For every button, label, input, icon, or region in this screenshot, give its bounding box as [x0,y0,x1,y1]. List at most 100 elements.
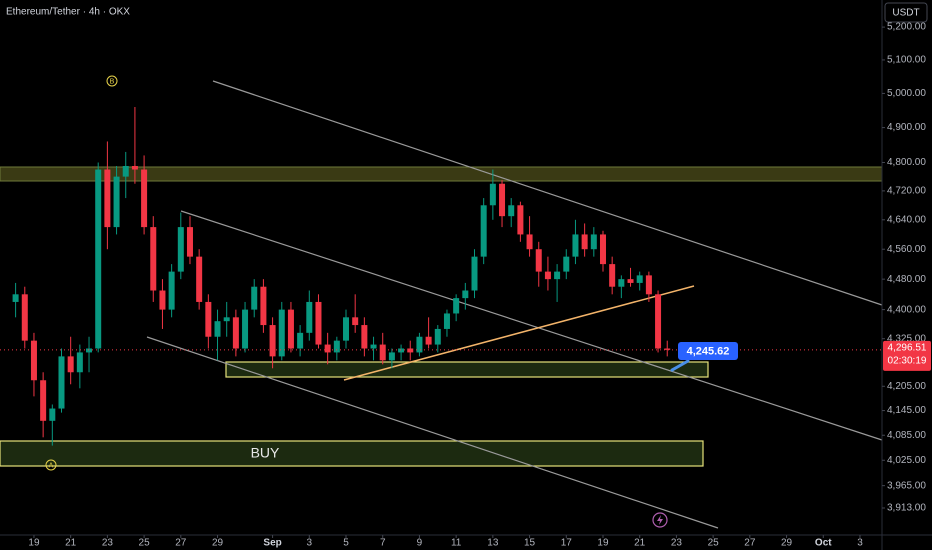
x-tick-label: Sep [263,538,281,549]
buy-label: BUY [251,445,280,461]
chart-title: Ethereum/Tether · 4h · OKX [6,7,130,18]
candle-body [113,176,120,228]
x-tick-label: 27 [175,538,187,549]
channel-line [146,336,719,529]
x-tick-label: 29 [212,538,224,549]
x-tick-label: 27 [744,538,756,549]
x-tick-label: 5 [343,538,349,549]
wave-marker [45,459,57,471]
candle-body [664,348,671,350]
channel-line [212,80,883,306]
candle-body [544,271,551,280]
countdown: 02:30:19 [888,356,927,367]
candle-body [434,328,441,345]
x-tick-label: 25 [139,538,151,549]
target-label: 4,245.62 [687,345,730,357]
candle-body [104,169,111,228]
candle-body [205,301,212,337]
candle-body [150,227,157,291]
candle-body [443,313,450,329]
candle-body [370,344,377,349]
current-price-label: 4,296.51 [888,343,927,354]
candle-body [590,234,597,250]
candle-body [131,165,138,170]
wave-label: A [49,462,54,469]
candle-body [49,408,56,421]
candle-body [563,256,570,272]
candle-body [242,309,249,349]
candle-body [471,256,478,291]
x-tick-label: 11 [451,538,462,549]
candle-body [416,336,423,353]
candle-body [223,317,230,322]
candle-body [12,294,19,302]
y-tick-label: 4,480.00 [887,274,926,285]
y-tick-label: 3,965.00 [887,480,926,491]
candle-body [333,340,340,353]
candle-body [40,380,47,421]
candle-body [141,169,148,228]
candle-body [379,344,386,361]
plot-area [12,107,671,446]
candle-body [453,298,460,314]
candle-body [122,165,129,177]
y-tick-label: 4,560.00 [887,244,926,255]
y-tick-label: 4,325.00 [887,333,926,344]
channel-line [180,210,883,441]
target-arrow [670,359,690,372]
candle-body [655,294,662,349]
candle-body [517,205,524,235]
candle-body [21,294,28,341]
currency-box [884,2,928,23]
y-tick-label: 4,900.00 [887,122,926,133]
candle-body [251,286,258,310]
candle-body [232,317,239,349]
candle-body [361,325,368,349]
candle-body [462,290,469,299]
candle-body [287,309,294,349]
x-tick-label: 3 [857,538,863,549]
candle-body [315,301,322,345]
y-tick-label: 5,100.00 [887,55,926,66]
candle-body [278,309,285,357]
y-tick-label: 4,800.00 [887,157,926,168]
y-tick-label: 3,913.00 [887,503,926,514]
candle-body [269,325,276,357]
x-tick-label: 25 [708,538,720,549]
candle-body [407,348,414,353]
x-tick-label: 21 [65,538,77,549]
x-tick-label: 15 [524,538,536,549]
x-tick-label: 9 [417,538,423,549]
candle-body [388,352,395,361]
y-tick-label: 4,640.00 [887,214,926,225]
candle-body [168,271,175,310]
y-tick-label: 4,720.00 [887,186,926,197]
candle-body [535,249,542,272]
x-tick-label: 23 [671,538,683,549]
candle-body [196,256,203,302]
x-tick-label: 17 [561,538,573,549]
candle-body [609,264,616,287]
candle-body [618,279,625,287]
candle-body [324,344,331,353]
candle-body [499,183,506,217]
y-tick-label: 4,145.00 [887,405,926,416]
y-tick-label: 4,205.00 [887,381,926,392]
candle-body [645,275,652,295]
x-tick-label: 23 [102,538,114,549]
candle-body [572,234,579,257]
x-tick-label: 19 [28,538,40,549]
candle-body [425,336,432,345]
candle-body [636,275,643,283]
candle-body [306,301,313,333]
candle-body [599,234,606,265]
candle-body [398,348,405,353]
candle-body [554,271,561,280]
target-box [678,342,738,360]
candle-body [260,286,267,326]
current-price-box [883,340,931,371]
trend-line [343,285,695,381]
demand-zone [225,361,709,378]
x-tick-label: 29 [781,538,793,549]
